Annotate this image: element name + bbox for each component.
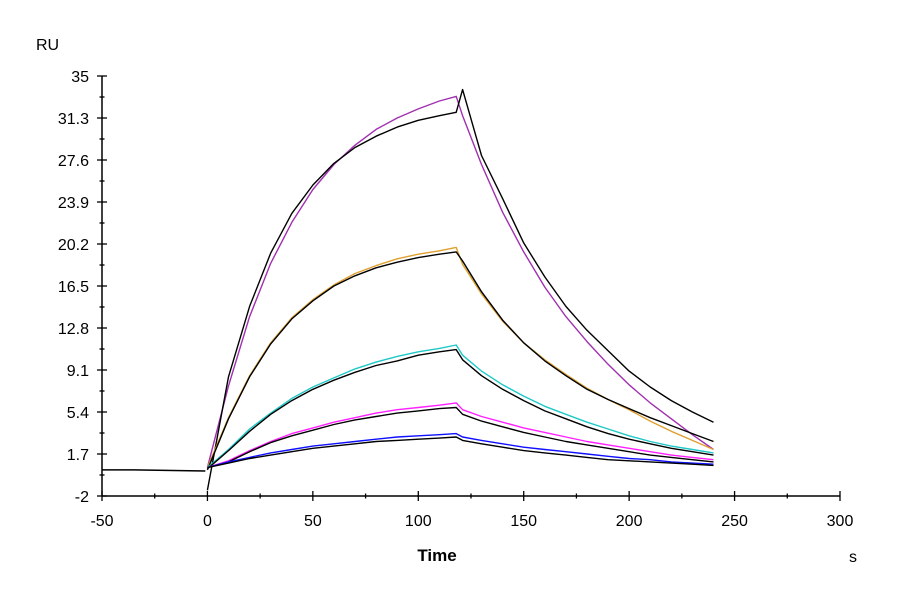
x-tick-label: 50: [304, 513, 322, 530]
fit-curve-1: [206, 88, 714, 491]
data-curve-8: [207, 432, 714, 469]
x-tick-label: -50: [90, 513, 113, 530]
data-curve-0: [206, 95, 714, 468]
x-tick-label: 150: [510, 513, 537, 530]
x-axis-unit: s: [849, 549, 857, 566]
x-tick-label: 250: [721, 513, 748, 530]
y-tick-label: 1.7: [67, 447, 89, 464]
data-curve-6: [207, 402, 714, 469]
fit-curve-7: [207, 406, 714, 469]
x-tick-label: 100: [405, 513, 432, 530]
x-axis-label: Time: [417, 546, 456, 565]
y-tick-label: 16.5: [58, 279, 89, 296]
baseline-line: [102, 469, 206, 472]
fit-curve-9: [207, 436, 714, 469]
x-tick-label: 300: [827, 513, 854, 530]
y-tick-label: 9.1: [67, 363, 89, 380]
y-tick-label: 20.2: [58, 237, 89, 254]
x-tick-label: 200: [616, 513, 643, 530]
fit-curve-3: [206, 251, 714, 471]
fit-curve-5: [206, 348, 714, 470]
y-tick-label: 27.6: [58, 153, 89, 170]
y-axis-label: RU: [36, 37, 59, 54]
y-tick-label: -2: [75, 489, 89, 506]
y-tick-label: 35: [71, 69, 89, 86]
y-tick-label: 12.8: [58, 321, 89, 338]
y-tick-label: 31.3: [58, 111, 89, 128]
y-tick-label: 5.4: [67, 405, 89, 422]
y-tick-label: 23.9: [58, 195, 89, 212]
data-curve-4: [206, 344, 714, 469]
x-tick-label: 0: [203, 513, 212, 530]
